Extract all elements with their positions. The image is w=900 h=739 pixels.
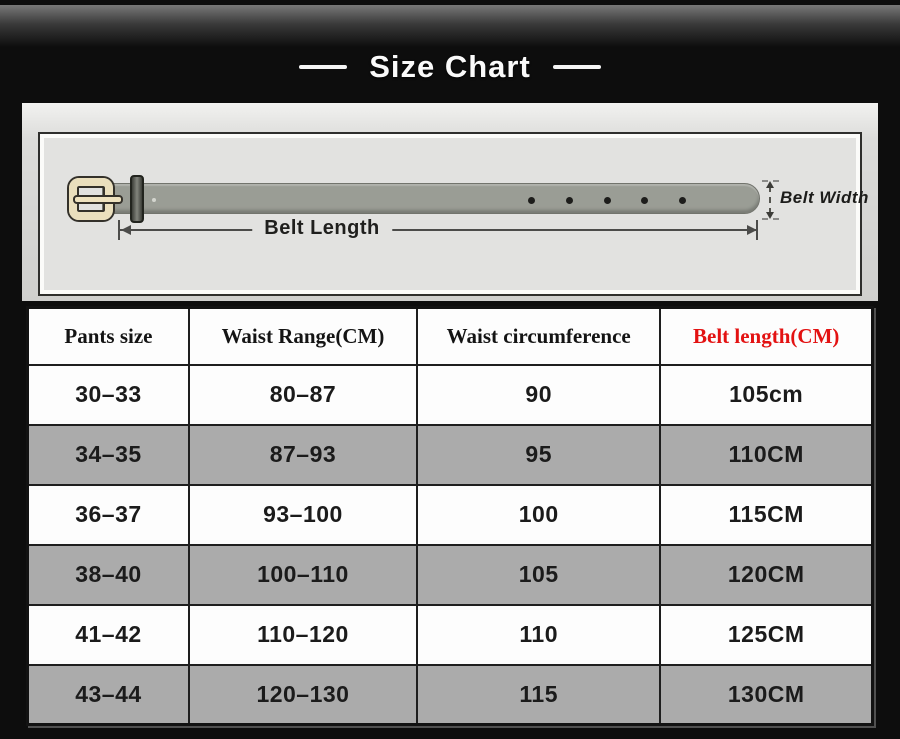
header-title-row: Size Chart [0,46,900,88]
belt-hole [641,197,648,204]
table-row: 43–44 120–130 115 130CM [26,663,874,726]
table-row: 34–35 87–93 95 110CM [26,423,874,486]
belt-stitch-dot [152,198,156,202]
table-cell: 100 [416,483,662,546]
arrow-left-icon [121,225,131,235]
table-cell: 34–35 [26,423,190,486]
width-tick-bottom [762,218,779,220]
table-cell: 87–93 [187,423,419,486]
table-cell: 110CM [659,423,874,486]
belt-diagram-panel: Belt Length Belt Width [38,132,868,296]
table-cell: 120CM [659,543,874,606]
belt-length-label: Belt Length [252,217,392,240]
table-header-row: Pants size Waist Range(CM) Waist circumf… [26,306,874,366]
table-cell: 95 [416,423,662,486]
table-cell: 105 [416,543,662,606]
belt-hole [528,197,535,204]
table-cell: 38–40 [26,543,190,606]
belt-hole [604,197,611,204]
table-row: 38–40 100–110 105 120CM [26,543,874,606]
table-row: 41–42 110–120 110 125CM [26,603,874,666]
header-waist-range: Waist Range(CM) [187,306,419,366]
dimension-tick-right [756,220,758,240]
table-cell: 110 [416,603,662,666]
belt-keeper-loop [130,175,144,223]
table-cell: 115 [416,663,662,726]
table-cell: 110–120 [187,603,419,666]
table-cell: 30–33 [26,363,190,426]
belt-hole [566,197,573,204]
table-row: 36–37 93–100 100 115CM [26,483,874,546]
table-cell: 115CM [659,483,874,546]
dimension-tick-left [118,220,120,240]
table-cell: 36–37 [26,483,190,546]
belt-diagram-frame: Belt Length Belt Width [22,103,878,301]
title-dash-left [299,65,348,69]
table-row: 30–33 80–87 90 105cm [26,363,874,426]
width-arrow-line [769,186,771,214]
table-cell: 90 [416,363,662,426]
page-title: Size Chart [369,49,531,84]
header-gradient-bar [0,5,900,47]
belt-hole [679,197,686,204]
table-cell: 120–130 [187,663,419,726]
table-cell: 100–110 [187,543,419,606]
header-waist-circumference: Waist circumference [416,306,662,366]
table-cell: 105cm [659,363,874,426]
table-cell: 93–100 [187,483,419,546]
table-cell: 125CM [659,603,874,666]
arrow-up-icon [766,181,774,188]
table-cell: 41–42 [26,603,190,666]
belt-width-label: Belt Width [780,188,869,207]
size-table: Pants size Waist Range(CM) Waist circumf… [26,306,874,726]
table-cell: 80–87 [187,363,419,426]
title-dash-right [552,65,601,69]
header-belt-length: Belt length(CM) [659,306,874,366]
table-cell: 130CM [659,663,874,726]
header-pants-size: Pants size [26,306,190,366]
arrow-down-icon [766,212,774,219]
belt-buckle-prong [73,195,123,204]
arrow-right-icon [747,225,757,235]
belt-strap [102,183,760,214]
table-cell: 43–44 [26,663,190,726]
belt-length-dimension-line [120,229,758,231]
